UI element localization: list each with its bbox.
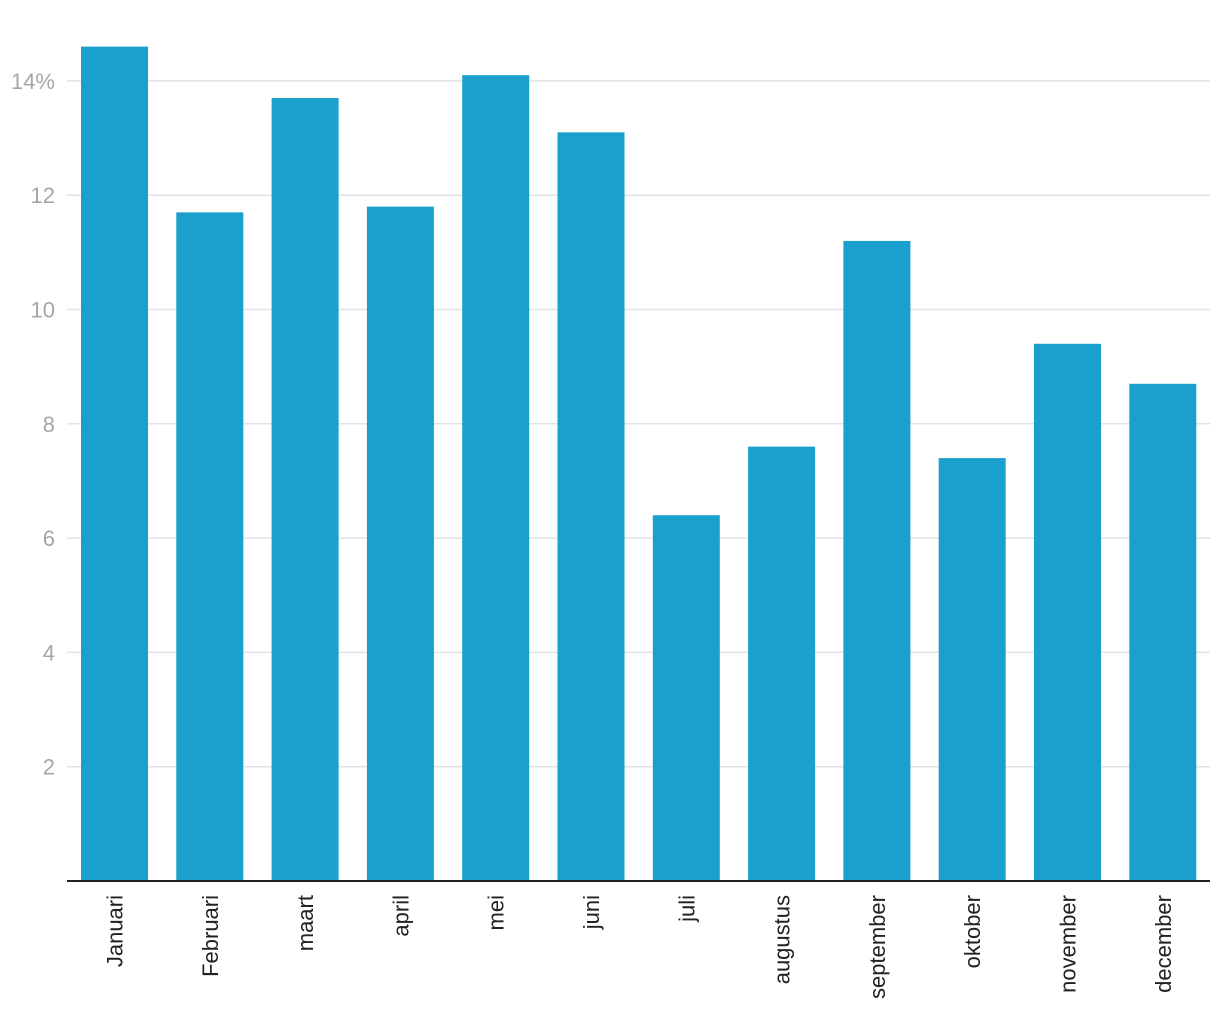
y-tick-label: 14% [11,69,55,94]
y-tick-label: 12 [31,183,55,208]
bar-augustus [748,446,816,881]
x-tick-label: september [865,895,890,999]
bar-februari [176,212,244,882]
bar-januari [81,46,148,882]
x-tick-label: april [388,895,413,937]
y-axis-ticks: 2 4 6 8 10 12 14% [11,69,55,780]
bar-juli [652,515,720,881]
x-tick-label: augustus [770,895,795,984]
bar-september [843,240,911,882]
x-tick-label: juni [579,895,604,930]
x-tick-label: maart [293,895,318,951]
y-tick-label: 2 [43,755,55,780]
bar-mei [462,75,530,881]
y-tick-label: 8 [43,412,55,437]
x-tick-label: mei [484,895,509,930]
bar-november [1034,343,1101,881]
y-tick-label: 4 [43,640,55,665]
y-tick-label: 10 [31,298,55,323]
x-tick-label: december [1151,895,1176,993]
bar-april [366,206,434,881]
x-tick-label: Februari [198,895,223,977]
x-tick-label: juli [674,895,699,923]
bar-maart [271,98,339,882]
x-axis-ticks: Januari Februari maart april mei juni juli augu… [103,895,1176,999]
x-tick-label: Januari [103,895,128,967]
bars [81,46,1197,882]
gridlines [67,80,1210,768]
x-tick-label: november [1056,895,1081,993]
bar-december [1129,383,1197,881]
x-tick-label: oktober [960,895,985,968]
bar-juni [557,132,625,881]
y-tick-label: 6 [43,526,55,551]
bar-oktober [938,458,1006,881]
